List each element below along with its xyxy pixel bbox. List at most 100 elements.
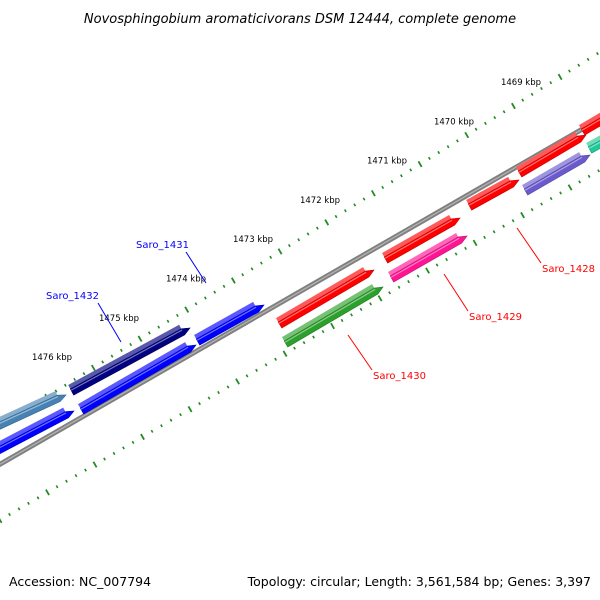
accession-text: Accession: NC_007794 <box>9 574 151 589</box>
tick-mark <box>407 280 410 284</box>
tick-mark <box>302 341 306 345</box>
tick-mark <box>568 69 571 73</box>
gene-saro-1432[interactable] <box>68 324 191 396</box>
tick-mark <box>84 468 87 472</box>
gene-highlight <box>468 181 512 206</box>
tick-mark <box>217 390 220 395</box>
gene-saro-1429[interactable] <box>388 233 468 283</box>
kbp-ticks: 1469 kbp 1470 kbp 1471 kbp 1472 kbp 1473 kbp… <box>32 78 541 363</box>
kbp-label: 1472 kbp <box>300 196 340 206</box>
tick-mark <box>36 496 40 500</box>
tick-mark <box>150 429 154 433</box>
gene-top-face <box>388 233 459 276</box>
leader-line <box>97 302 122 343</box>
gene-saro-1429-red[interactable] <box>382 214 461 264</box>
tick-mark <box>287 244 291 248</box>
tick-mark <box>166 319 170 323</box>
tick-mark <box>362 197 366 201</box>
tick-mark <box>511 102 516 110</box>
tick-mark <box>464 246 467 251</box>
tick-mark <box>315 226 319 230</box>
gene-highlight <box>80 346 189 410</box>
tick-mark <box>492 230 496 234</box>
gene-saro-1427-inner[interactable] <box>521 152 591 196</box>
tick-mark <box>530 208 534 212</box>
tick-mark <box>381 185 385 190</box>
gene-label[interactable]: Saro_1428 <box>542 264 595 275</box>
gene-top-face <box>0 407 66 446</box>
gene-saro-1426[interactable] <box>578 112 600 136</box>
tick-mark <box>312 335 315 339</box>
gene-body <box>277 269 375 329</box>
tick-mark <box>474 127 478 131</box>
tick-mark <box>596 51 599 56</box>
tick-mark <box>207 396 211 400</box>
kbp-label: 1469 kbp <box>501 78 541 88</box>
gene-top-face <box>281 284 375 341</box>
tick-mark <box>74 474 78 478</box>
tick-mark <box>578 180 581 184</box>
tick-mark <box>493 115 497 120</box>
gene-saro-1432-inner[interactable] <box>77 342 197 415</box>
tick-mark <box>511 219 515 223</box>
tick-mark <box>540 202 543 206</box>
tick-mark <box>282 350 288 357</box>
gene-label[interactable]: Saro_1430 <box>373 371 426 382</box>
tick-mark <box>321 329 325 334</box>
gene-top-face <box>521 152 582 189</box>
gene-body <box>69 327 191 396</box>
tick-mark <box>416 274 420 278</box>
tick-mark <box>520 211 525 219</box>
tick-mark <box>369 302 372 306</box>
tick-mark <box>179 413 182 417</box>
leader-line <box>185 251 207 284</box>
tick-mark <box>103 457 106 461</box>
tick-dots <box>0 51 600 524</box>
gene-top-face <box>194 301 256 339</box>
tick-mark <box>557 73 563 81</box>
gene-highlight <box>384 219 453 259</box>
tick-mark <box>277 248 283 255</box>
gene-label[interactable]: Saro_1432 <box>46 291 99 302</box>
gene-top-face <box>0 391 58 422</box>
tick-mark <box>445 257 448 262</box>
tick-mark <box>437 150 441 155</box>
tick-mark <box>454 252 458 256</box>
tick-mark <box>293 346 296 350</box>
tick-mark <box>241 273 245 277</box>
tick-mark <box>17 507 21 511</box>
tick-mark <box>65 479 68 483</box>
tick-mark <box>567 184 573 191</box>
gene-saro-1433-inner[interactable] <box>0 407 75 458</box>
tick-mark <box>92 461 98 468</box>
kbp-label: 1470 kbp <box>434 117 474 127</box>
tick-mark <box>340 318 344 323</box>
tick-mark <box>245 374 249 378</box>
gene-label[interactable]: Saro_1431 <box>136 240 189 251</box>
gene-highlight <box>278 271 367 324</box>
gene-saro-1428[interactable] <box>466 176 520 211</box>
gene-highlight <box>588 141 600 149</box>
tick-mark <box>484 121 487 126</box>
gene-saro-1433[interactable] <box>0 391 67 433</box>
gene-saro-1431[interactable] <box>194 301 265 346</box>
tick-mark <box>472 239 478 247</box>
kbp-label: 1476 kbp <box>32 353 72 363</box>
tick-mark <box>147 331 151 335</box>
gene-highlight <box>284 288 376 343</box>
kbp-label: 1474 kbp <box>166 275 206 285</box>
gene-label[interactable]: Saro_1429 <box>469 312 522 323</box>
gene-body <box>517 134 587 178</box>
tick-mark <box>559 191 562 195</box>
gene-saro-1430[interactable] <box>281 284 384 348</box>
tick-mark <box>344 209 347 213</box>
tick-mark <box>464 131 470 139</box>
gene-saro-1426-inner[interactable] <box>586 135 600 154</box>
tick-mark <box>390 179 394 184</box>
gene-saro-1427[interactable] <box>515 132 587 178</box>
gene-saro-1430-red[interactable] <box>275 267 375 329</box>
gene-highlight <box>70 329 183 391</box>
gene-body <box>79 344 197 415</box>
tick-mark <box>175 313 179 318</box>
